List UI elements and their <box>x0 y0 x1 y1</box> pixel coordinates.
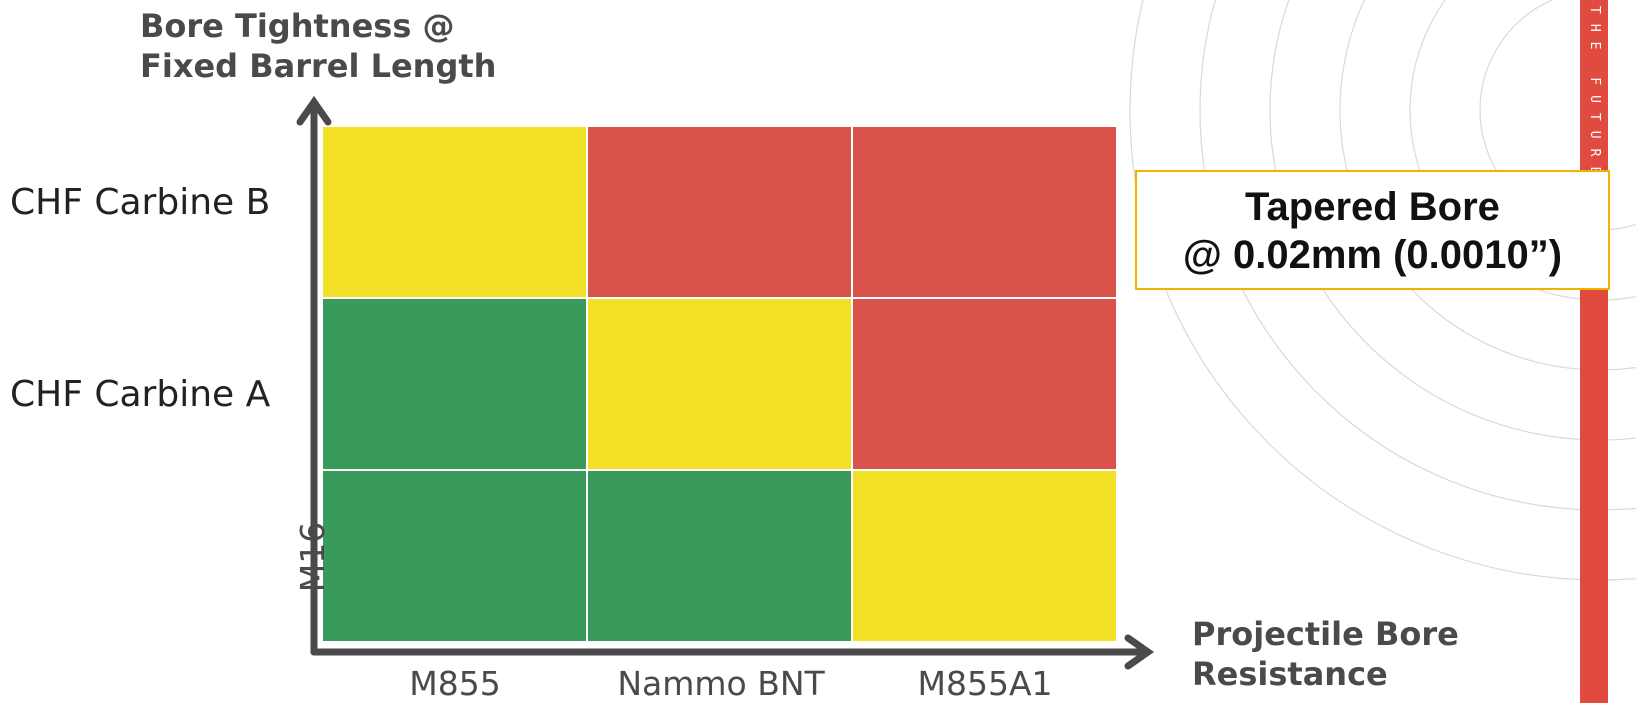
cell-m16-m855a1-yellow <box>851 469 1118 643</box>
cell-chf-carbine-b-m855a1-red <box>851 125 1118 299</box>
tapered-bore-callout: Tapered Bore @ 0.02mm (0.0010”) <box>1135 170 1610 290</box>
cell-chf-carbine-a-m855a1-red <box>851 297 1118 471</box>
background-arcs <box>1129 0 1636 581</box>
side-banner-text: THE FUTURE <box>1587 6 1602 185</box>
x-axis-title-line1: Projectile Bore <box>1192 615 1459 653</box>
x-axis-title: Projectile Bore Resistance <box>1192 614 1512 694</box>
row-label-m16: M16 <box>293 521 332 593</box>
cell-chf-carbine-b-m855-yellow <box>321 125 588 299</box>
col-label-m855: M855 <box>409 664 501 703</box>
cell-m16-nammo-bnt-green <box>586 469 853 643</box>
cell-chf-carbine-a-nammo-bnt-yellow <box>586 297 853 471</box>
col-label-nammo-bnt: Nammo BNT <box>617 664 825 703</box>
y-axis-title: Bore Tightness @ Fixed Barrel Length <box>140 6 560 86</box>
side-banner <box>1580 0 1608 703</box>
y-axis-title-line2: Fixed Barrel Length <box>140 47 497 85</box>
col-label-m855a1: M855A1 <box>917 664 1053 703</box>
x-axis-title-line2: Resistance <box>1192 655 1388 693</box>
y-axis-title-line1: Bore Tightness @ <box>140 7 455 45</box>
cell-chf-carbine-b-nammo-bnt-red <box>586 125 853 299</box>
cell-m16-m855-green <box>321 469 588 643</box>
axes <box>296 95 1155 670</box>
row-label-chf-carbine-a: CHF Carbine A <box>10 374 271 415</box>
cell-chf-carbine-a-m855-green <box>321 297 588 471</box>
callout-line1: Tapered Bore <box>1245 185 1500 229</box>
y-axis-arrow <box>296 95 332 126</box>
x-axis-arrow <box>1124 634 1155 670</box>
cells-layer <box>321 125 1118 643</box>
row-label-chf-carbine-b: CHF Carbine B <box>10 182 271 223</box>
callout-line2: @ 0.02mm (0.0010”) <box>1182 233 1563 277</box>
